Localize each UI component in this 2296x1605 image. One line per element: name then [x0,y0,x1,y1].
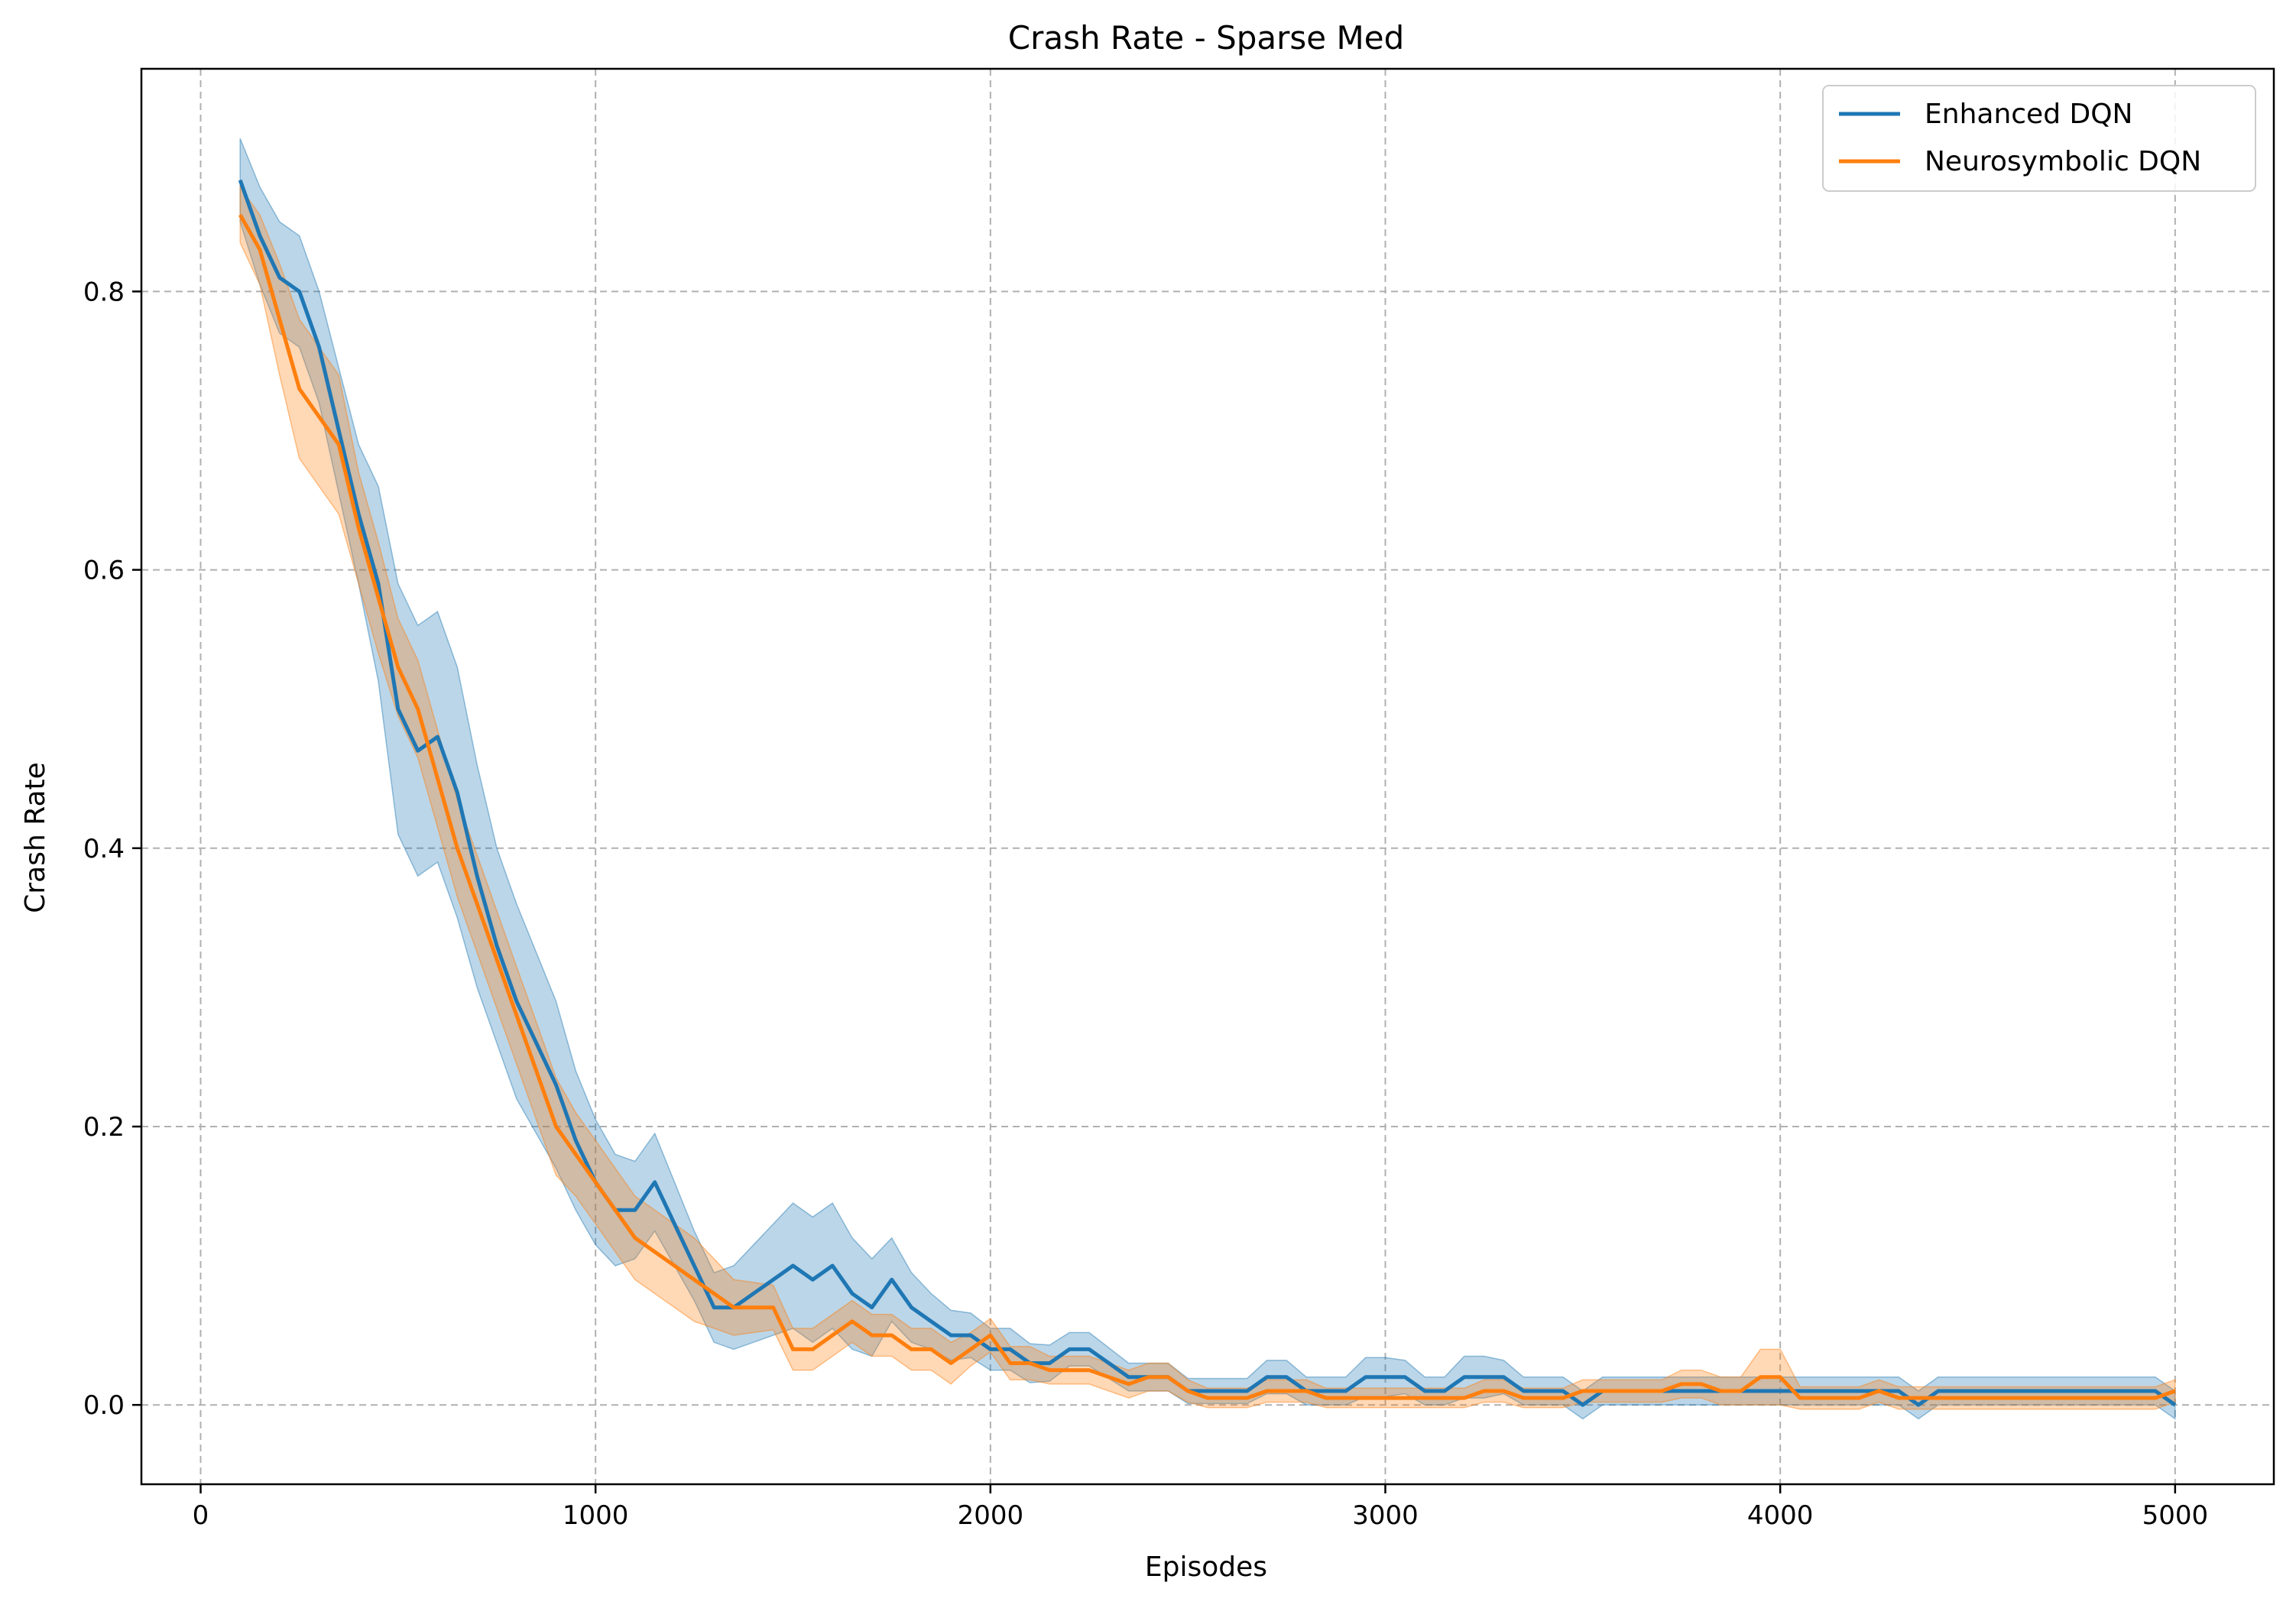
legend-label-neurosymbolic-dqn: Neurosymbolic DQN [1925,146,2201,177]
x-tick-label: 3000 [1352,1500,1419,1531]
legend-label-enhanced-dqn: Enhanced DQN [1925,99,2132,130]
chart-title: Crash Rate - Sparse Med [1008,19,1404,57]
x-axis-label: Episodes [1145,1552,1267,1583]
plot-frame [140,67,2275,1486]
line-neurosymbolic-dqn [238,213,2176,1400]
y-axis-ticks: 0.0 0.2 0.4 0.6 0.8 [83,277,141,1421]
legend-box [1822,85,2256,192]
y-tick-label: 0.8 [83,277,125,307]
band-neurosymbolic-dqn [239,185,2176,1410]
series-lines [238,179,2177,1407]
y-tick-label: 0.4 [83,834,125,864]
confidence-bands [239,138,2176,1420]
legend: Enhanced DQN Neurosymbolic DQN [1822,85,2256,192]
x-axis-ticks: 0 1000 2000 3000 4000 5000 [193,1484,2208,1531]
y-axis-label: Crash Rate [20,762,51,913]
x-tick-label: 5000 [2142,1500,2209,1531]
y-tick-label: 0.6 [83,556,125,586]
grid-lines [141,69,2274,1484]
line-enhanced-dqn [238,179,2177,1407]
x-tick-label: 1000 [563,1500,629,1531]
x-tick-label: 0 [193,1500,209,1531]
y-tick-label: 0.2 [83,1112,125,1143]
x-tick-label: 4000 [1747,1500,1814,1531]
x-tick-label: 2000 [958,1500,1024,1531]
band-enhanced-dqn [239,138,2176,1420]
y-tick-label: 0.0 [83,1390,125,1421]
